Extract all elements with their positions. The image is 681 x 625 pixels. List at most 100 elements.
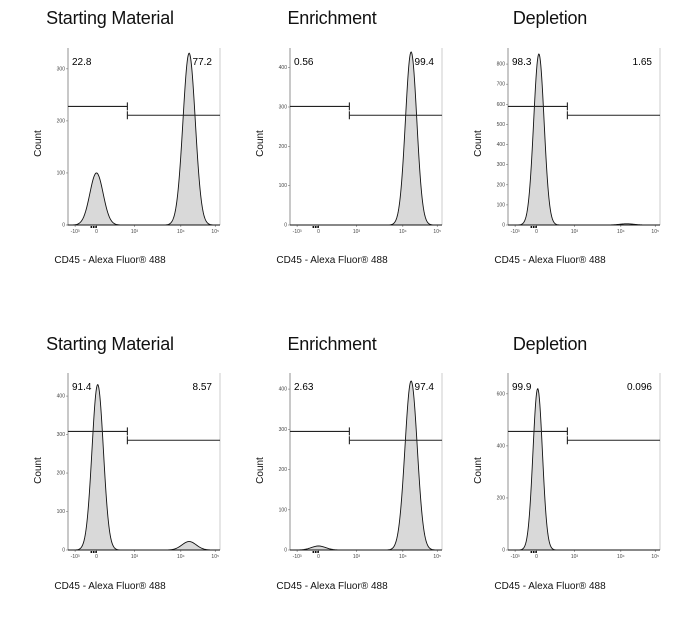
x-tick-label: 10⁴ — [399, 229, 407, 235]
x-minor-tick — [532, 226, 535, 228]
x-minor-tick — [95, 226, 97, 228]
x-tick-label: 10³ — [131, 554, 139, 560]
y-tick-label: 200 — [497, 495, 506, 501]
x-tick-label: 10⁴ — [617, 554, 625, 560]
histogram-plot: 0 100 200 300 400 500 600 700 800 -10³ 0 10³ 10⁴ 10⁵ 9… — [497, 48, 661, 235]
x-tick-label: 10⁵ — [433, 229, 441, 235]
x-minor-tick — [317, 551, 319, 553]
x-tick-label: -10³ — [293, 554, 302, 560]
x-tick-label: -10³ — [293, 229, 302, 235]
x-axis-label: CD45 - Alexa Fluor® 488 — [276, 255, 388, 266]
x-tick-label: 0 — [95, 229, 98, 235]
histogram-area — [290, 51, 442, 226]
x-tick-label: 10³ — [353, 229, 361, 235]
x-tick-label: -10³ — [511, 554, 520, 560]
histogram-panel: Depletion 0 200 400 600 -10³ 0 10³ 10⁴ 10⁵ 99.9 0.… — [440, 325, 661, 625]
y-tick-label: 100 — [57, 509, 66, 515]
x-tick-label: 10³ — [571, 554, 579, 560]
histogram-plot: 0 100 200 300 -10³ 0 10³ 10⁴ 10⁵ 22.8 77.2 — [57, 48, 221, 235]
histogram-plot: 0 100 200 300 400 -10³ 0 10³ 10⁴ 10⁵ 0.56 99.4 — [279, 48, 443, 235]
histogram-panel: Depletion 0 100 200 300 400 500 600 700 800 -10³ 0… — [440, 0, 661, 300]
x-tick-label: 10⁵ — [651, 554, 659, 560]
histogram-panel: Starting Material 0 100 200 300 -10³ 0 10³ 10⁴ 1… — [0, 0, 221, 300]
gate-left-percent: 99.9 — [512, 382, 532, 393]
x-minor-tick — [92, 551, 95, 553]
gate-left-percent: 2.63 — [294, 382, 314, 393]
histogram-area — [508, 388, 660, 551]
y-tick-label: 100 — [279, 183, 288, 189]
y-tick-label: 0 — [502, 223, 505, 229]
x-minor-tick — [92, 226, 95, 228]
gate-right-percent: 97.4 — [415, 382, 435, 393]
x-axis-label: CD45 - Alexa Fluor® 488 — [54, 255, 166, 266]
x-tick-label: -10³ — [71, 229, 80, 235]
y-tick-label: 0 — [284, 223, 287, 229]
y-tick-label: 0 — [284, 548, 287, 554]
x-minor-tick — [530, 226, 533, 228]
histogram-plot: 0 100 200 300 400 -10³ 0 10³ 10⁴ 10⁵ 2.63 97.4 — [279, 373, 443, 560]
x-tick-label: 10³ — [353, 554, 361, 560]
x-minor-tick — [317, 226, 319, 228]
x-tick-label: 10³ — [131, 229, 139, 235]
histogram-panel: Enrichment 0 100 200 300 400 -10³ 0 10³ 10⁴ 10⁵ 2.… — [222, 325, 443, 625]
y-tick-label: 300 — [57, 66, 66, 72]
gate-right-percent: 77.2 — [193, 57, 213, 68]
panel-title: Enrichment — [287, 334, 377, 354]
x-minor-tick — [314, 551, 317, 553]
x-tick-label: -10³ — [511, 229, 520, 235]
y-tick-label: 800 — [497, 62, 506, 68]
x-axis-label: CD45 - Alexa Fluor® 488 — [276, 581, 388, 592]
gate-right-percent: 0.096 — [627, 382, 652, 393]
x-tick-label: 0 — [317, 229, 320, 235]
y-axis-label: Count — [32, 457, 44, 484]
gate-left-percent: 22.8 — [72, 57, 92, 68]
histogram-panel: Starting Material 0 100 200 300 400 -10³ 0 10³ 1… — [0, 325, 221, 625]
histogram-plot: 0 100 200 300 400 -10³ 0 10³ 10⁴ 10⁵ 91.4 8.57 — [57, 373, 221, 560]
y-tick-label: 600 — [497, 391, 506, 397]
histogram-panel: Enrichment 0 100 200 300 400 -10³ 0 10³ 10⁴ 10⁵ 0.… — [222, 0, 443, 300]
panel-title: Starting Material — [46, 8, 174, 28]
y-axis-label: Count — [32, 130, 44, 157]
histogram-area — [508, 53, 660, 226]
panel-title: Enrichment — [287, 8, 377, 28]
y-tick-label: 500 — [497, 122, 506, 128]
gate-left-percent: 98.3 — [512, 57, 532, 68]
histogram-area — [67, 52, 220, 226]
x-minor-tick — [535, 226, 537, 228]
y-tick-label: 200 — [497, 182, 506, 188]
x-minor-tick — [90, 551, 93, 553]
y-tick-label: 400 — [497, 142, 506, 148]
x-tick-label: 0 — [535, 229, 538, 235]
y-axis-label: Count — [254, 457, 266, 484]
gate-left-percent: 91.4 — [72, 382, 92, 393]
x-axis-label: CD45 - Alexa Fluor® 488 — [54, 581, 166, 592]
x-tick-label: 10⁴ — [177, 554, 185, 560]
x-axis-label: CD45 - Alexa Fluor® 488 — [494, 581, 606, 592]
x-minor-tick — [312, 551, 315, 553]
gate-right-percent: 99.4 — [415, 57, 435, 68]
x-minor-tick — [314, 226, 317, 228]
panel-title: Depletion — [512, 8, 588, 28]
y-tick-label: 100 — [279, 507, 288, 513]
y-tick-label: 100 — [497, 202, 506, 208]
x-minor-tick — [532, 551, 535, 553]
x-tick-label: 10⁵ — [433, 554, 441, 560]
y-tick-label: 400 — [57, 394, 66, 400]
y-tick-label: 0 — [62, 223, 65, 229]
histogram-area — [290, 380, 442, 551]
histogram-plot: 0 200 400 600 -10³ 0 10³ 10⁴ 10⁵ 99.9 0.096 — [497, 373, 661, 560]
x-tick-label: 0 — [317, 554, 320, 560]
x-tick-label: -10³ — [71, 554, 80, 560]
y-tick-label: 600 — [497, 102, 506, 108]
y-tick-label: 0 — [62, 548, 65, 554]
y-axis-label: Count — [472, 457, 484, 484]
y-tick-label: 200 — [57, 118, 66, 124]
y-tick-label: 200 — [279, 467, 288, 473]
x-tick-label: 10³ — [571, 229, 579, 235]
y-tick-label: 700 — [497, 82, 506, 88]
x-tick-label: 10⁴ — [177, 229, 185, 235]
y-tick-label: 400 — [279, 387, 288, 393]
gate-right-percent: 1.65 — [633, 57, 653, 68]
y-tick-label: 400 — [279, 65, 288, 71]
x-minor-tick — [90, 226, 93, 228]
